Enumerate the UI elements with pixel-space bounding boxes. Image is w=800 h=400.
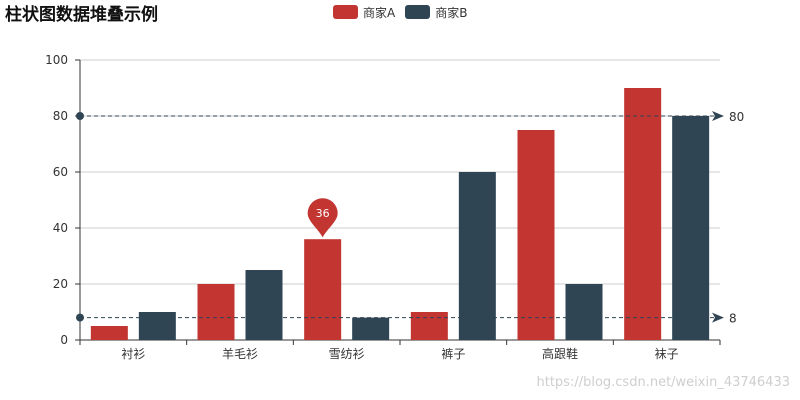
bar-series-a	[624, 88, 662, 340]
bar-series-a	[517, 130, 555, 340]
markline-label: 8	[729, 312, 737, 326]
legend: 商家A 商家B	[333, 4, 477, 20]
legend-label-series-a: 商家A	[363, 5, 396, 20]
bar-series-a	[90, 326, 128, 340]
bar-series-b	[352, 317, 390, 340]
markline-end-arrow	[712, 312, 724, 323]
markpoint-label: 36	[316, 207, 330, 220]
y-tick-label: 0	[60, 333, 68, 347]
chart-title: 柱状图数据堆叠示例	[5, 5, 158, 25]
y-tick-label: 60	[53, 165, 68, 179]
x-tick-label: 裤子	[441, 347, 465, 361]
watermark: https://blog.csdn.net/weixin_43746433	[536, 375, 790, 390]
bar-series-b	[458, 172, 496, 340]
legend-item-series-a[interactable]: 商家A	[333, 4, 395, 21]
markpoint-pin	[307, 198, 338, 238]
x-tick-label: 袜子	[655, 347, 679, 361]
x-tick-label: 衬衫	[121, 347, 145, 361]
bar-series-b	[565, 284, 603, 340]
bar-series-b	[672, 116, 710, 340]
bar-series-a	[410, 312, 448, 340]
y-tick-label: 100	[45, 53, 68, 67]
x-tick-label: 羊毛衫	[222, 346, 258, 361]
bar-series-a	[304, 239, 342, 340]
y-tick-label: 80	[53, 109, 68, 123]
y-tick-label: 20	[53, 277, 68, 291]
markline-start-dot	[76, 112, 84, 120]
bar-series-b	[138, 312, 176, 340]
markline-start-dot	[76, 313, 84, 322]
markline-label: 80	[729, 110, 744, 124]
x-tick-label: 雪纺衫	[329, 347, 365, 361]
bar-series-b	[245, 270, 283, 340]
markline-end-arrow	[712, 111, 724, 121]
legend-swatch-series-a	[333, 5, 358, 19]
bar-series-a	[197, 284, 235, 340]
legend-swatch-series-b	[405, 5, 431, 19]
legend-label-series-b: 商家B	[435, 5, 468, 20]
y-tick-label: 40	[53, 221, 68, 235]
x-tick-label: 高跟鞋	[542, 346, 578, 361]
legend-item-series-b[interactable]: 商家B	[405, 4, 467, 21]
